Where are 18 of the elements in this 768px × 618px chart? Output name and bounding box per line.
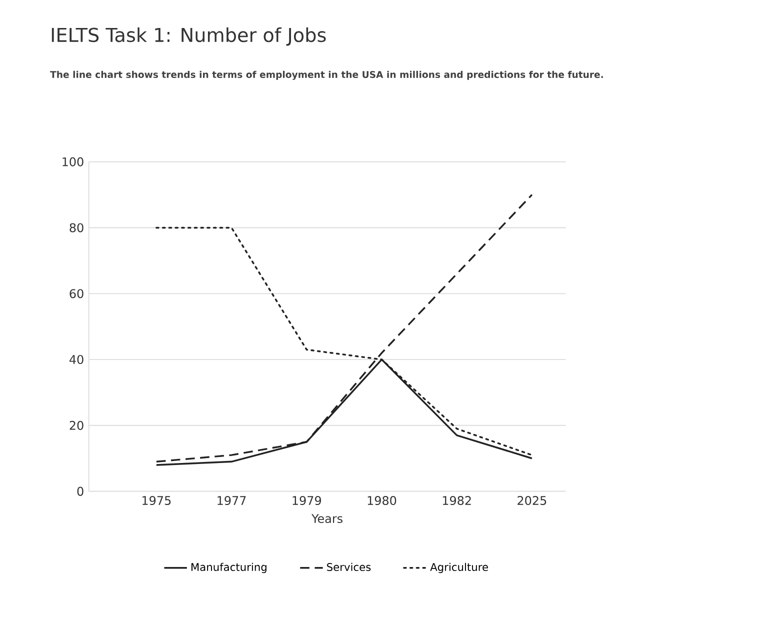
legend-label: Agriculture (430, 562, 488, 574)
y-tick-label: 80 (70, 223, 84, 232)
x-tick-label: 1982 (442, 496, 471, 506)
y-tick-label: 20 (70, 420, 84, 430)
chart-subtitle: The line chart shows trends in terms of employment in the USA in millions and predictions for the future. (50, 70, 603, 80)
y-tick-label: 60 (70, 289, 84, 298)
y-tick-label: 40 (70, 355, 84, 364)
x-tick-label: 1980 (368, 496, 396, 506)
x-tick-label: 1975 (142, 496, 171, 506)
x-tick-label: 1979 (292, 496, 321, 506)
chart-title: IELTS Task 1: Number of Jobs (52, 27, 326, 46)
legend-label: Services (327, 562, 371, 572)
x-axis-title: Years (311, 514, 342, 524)
legend-label: Manufacturing (191, 562, 266, 574)
y-tick-label: 100 (62, 157, 84, 166)
x-tick-label: 2025 (518, 496, 546, 506)
y-tick-label: 0 (77, 486, 84, 496)
x-tick-label: 1977 (218, 496, 246, 506)
